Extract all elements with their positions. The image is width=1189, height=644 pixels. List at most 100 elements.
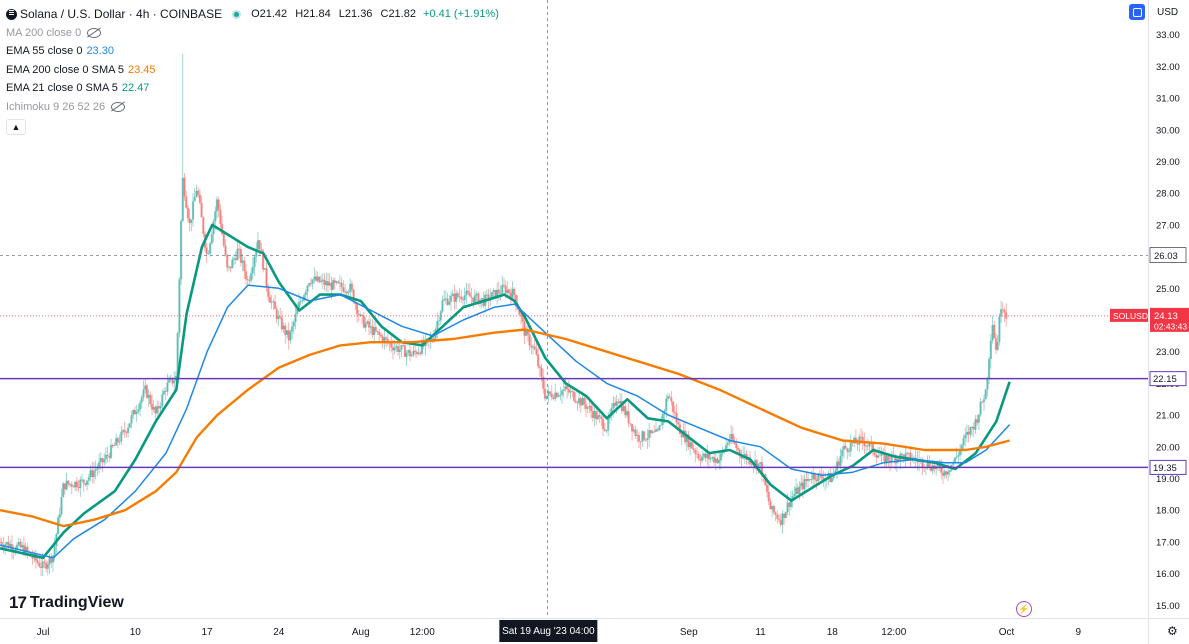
candle-body — [755, 460, 758, 469]
symbol-title[interactable]: Solana / U.S. Dollar · 4h · COINBASE — [20, 7, 223, 21]
candle-body — [666, 396, 670, 399]
candle-body — [17, 541, 20, 545]
eye-off-icon[interactable] — [87, 27, 102, 38]
candle-body — [885, 456, 888, 464]
candle-body — [578, 398, 581, 404]
candle-body — [490, 292, 494, 298]
chevron-up-icon[interactable]: ▲ — [6, 118, 26, 135]
candle-body — [634, 429, 637, 436]
candle-body — [687, 434, 690, 448]
candle-body — [830, 478, 834, 482]
candle-body — [314, 276, 318, 281]
candle-body — [554, 392, 557, 399]
candle-body — [806, 479, 810, 481]
candle-body — [880, 452, 883, 456]
candle-body — [343, 291, 347, 293]
candle-body — [15, 544, 19, 550]
candle-body — [989, 340, 992, 359]
candle-body — [844, 445, 847, 449]
candle-body — [665, 398, 668, 411]
candle-body — [162, 391, 166, 395]
candle-body — [45, 562, 48, 569]
candle-body — [572, 391, 576, 401]
candle-body — [453, 293, 456, 302]
candle-body — [101, 458, 104, 463]
candle-body — [504, 285, 507, 294]
candle-body — [868, 443, 871, 447]
indicator-ema55[interactable]: EMA 55 close 0 23.30 — [6, 42, 499, 61]
crosshair-tag — [499, 620, 598, 642]
candle-body — [222, 233, 225, 246]
candle-body — [244, 271, 248, 280]
candle-body — [301, 300, 304, 302]
candle-body — [847, 451, 851, 452]
indicator-ma200[interactable]: MA 200 close 0 — [6, 24, 499, 43]
horizontal-line-tag — [1149, 459, 1187, 475]
candle-body — [472, 297, 475, 303]
candle-body — [851, 442, 854, 444]
time-tick-label: 18 — [827, 627, 839, 638]
candle-body — [292, 322, 295, 327]
candle-body — [316, 276, 319, 281]
indicator-ema21[interactable]: EMA 21 close 0 SMA 5 22.47 — [6, 79, 499, 98]
candle-body — [349, 283, 352, 293]
candle-body — [455, 293, 458, 302]
candle-body — [154, 406, 157, 414]
candle-body — [420, 342, 424, 354]
candle-body — [340, 282, 343, 288]
candle-body — [724, 445, 728, 451]
candle-body — [150, 404, 154, 410]
candle-body — [386, 339, 389, 343]
price-tick-label: 33.00 — [1156, 30, 1180, 41]
candle-body — [279, 316, 282, 318]
candle-body — [928, 461, 931, 469]
candle-body — [689, 442, 692, 448]
candle-body — [639, 441, 642, 443]
candle-body — [654, 429, 658, 432]
candle-body — [492, 290, 495, 293]
candle-body — [470, 296, 473, 298]
candle-body — [499, 293, 502, 295]
candle-body — [108, 455, 111, 458]
candle-body — [894, 456, 897, 464]
candle-body — [161, 394, 164, 406]
currency-label[interactable]: USD — [1157, 7, 1179, 18]
lightning-icon[interactable]: ⚡ — [1016, 601, 1032, 617]
candle-body — [677, 422, 680, 425]
candle-body — [530, 345, 533, 348]
candle-body — [251, 266, 254, 274]
candle-body — [562, 389, 565, 391]
candle-body — [958, 449, 962, 456]
candle-body — [994, 338, 998, 350]
eye-off-icon[interactable] — [111, 102, 126, 113]
candle-body — [58, 514, 61, 518]
candle-body — [19, 541, 22, 548]
indicator-ichimoku[interactable]: Ichimoku 9 26 52 26 — [6, 98, 499, 117]
gear-icon[interactable]: ⚙ — [1167, 624, 1178, 638]
candle-body — [642, 431, 646, 440]
candle-body — [656, 429, 659, 431]
candle-body — [53, 545, 56, 556]
candle-body — [121, 430, 125, 432]
indicator-label: MA 200 close 0 — [6, 26, 82, 39]
tradingview-logo: 17 TradingView — [9, 593, 124, 613]
candle-body — [89, 470, 92, 478]
indicator-value: 23.45 — [128, 63, 156, 76]
candle-body — [236, 248, 239, 261]
price-tick-label: 20.00 — [1156, 442, 1180, 453]
candle-body — [200, 202, 203, 218]
candle-body — [70, 483, 73, 487]
compare-icon[interactable] — [1129, 4, 1145, 20]
candle-body — [706, 454, 709, 459]
candle-body — [241, 260, 244, 263]
candle-body — [215, 199, 219, 212]
candle-body — [195, 190, 198, 197]
indicator-ema200[interactable]: EMA 200 close 0 SMA 5 23.45 — [6, 61, 499, 80]
candle-body — [246, 279, 249, 281]
symbol-menu-icon[interactable] — [6, 8, 17, 20]
price-tick-label: 19.00 — [1156, 474, 1180, 485]
candle-body — [948, 470, 951, 472]
candle-body — [629, 423, 632, 425]
candle-body — [552, 397, 555, 399]
